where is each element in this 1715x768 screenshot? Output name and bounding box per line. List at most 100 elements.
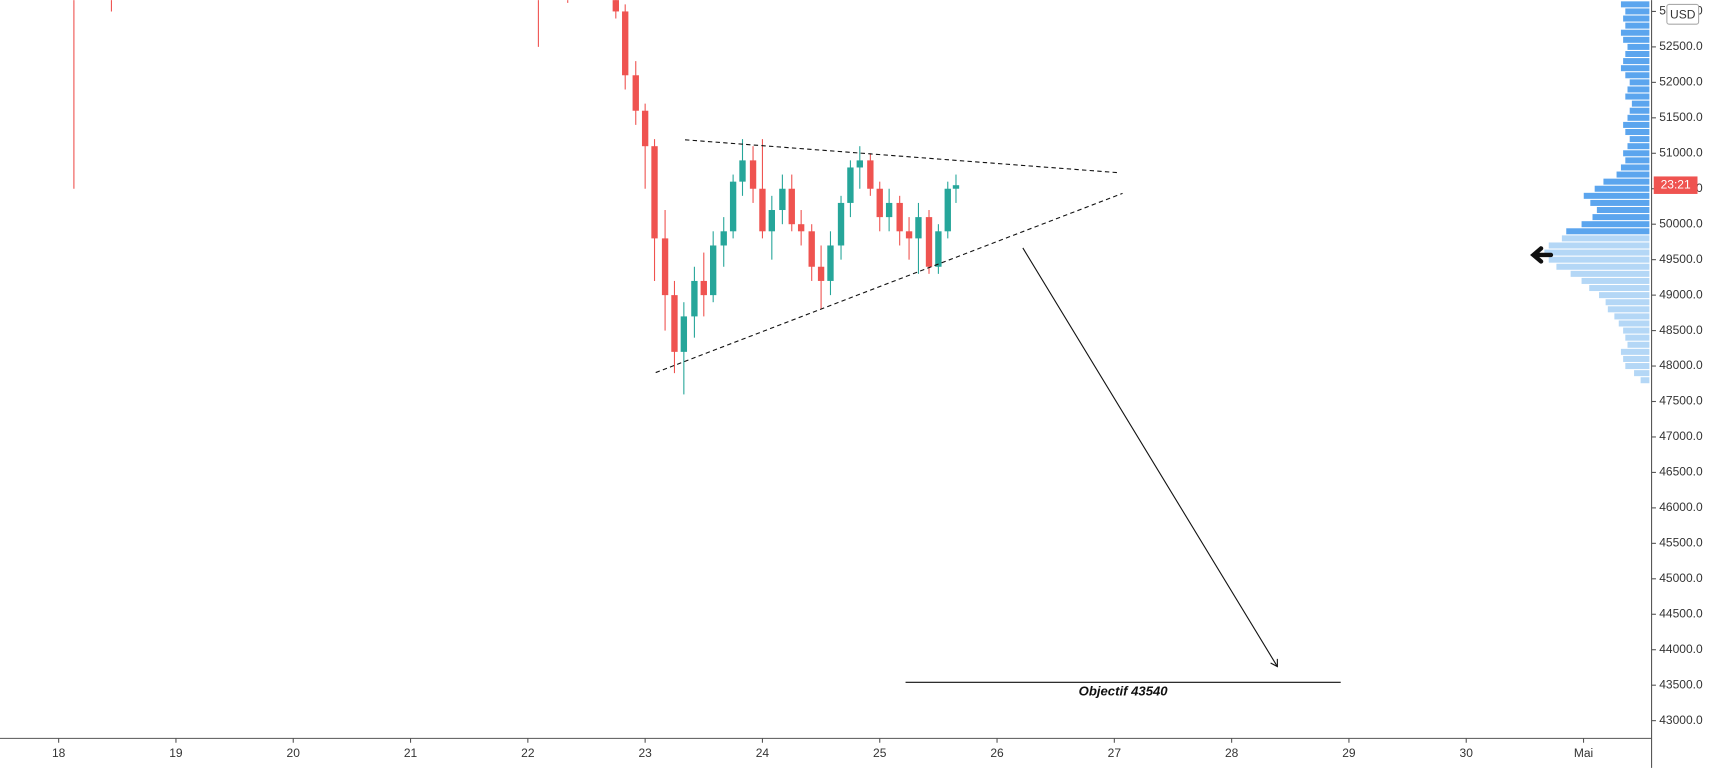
candle-body	[612, 0, 619, 12]
x-tick-label: 20	[287, 746, 301, 760]
volume-bar	[1589, 285, 1650, 292]
countdown-label: 23:21	[1661, 177, 1691, 191]
y-tick-label: 51000.0	[1659, 145, 1703, 159]
volume-bar	[1629, 107, 1650, 114]
candle-body	[788, 188, 795, 225]
volume-bar	[1581, 277, 1650, 284]
volume-bar	[1625, 363, 1650, 370]
volume-bar	[1625, 72, 1650, 79]
axes: 43000.0 43500.0 44000.0 44500.0 45000.0 45500…	[52, 4, 1703, 760]
volume-bar	[1625, 334, 1650, 341]
volume-bar	[1566, 228, 1650, 235]
candle-body	[768, 210, 776, 232]
volume-bar	[1618, 320, 1650, 327]
candle-body	[867, 160, 874, 189]
candle-body	[661, 238, 669, 296]
candle-body	[817, 266, 825, 281]
arrow-icon[interactable]	[1530, 246, 1554, 264]
candle-body	[779, 188, 786, 211]
candle-body	[622, 11, 629, 76]
x-tick-label: 27	[1108, 746, 1122, 760]
y-tick-label: 48000.0	[1659, 358, 1703, 372]
y-tick-label: 46000.0	[1659, 500, 1703, 514]
y-tick-label: 45500.0	[1659, 536, 1703, 550]
candle-body	[944, 188, 951, 232]
volume-bar	[1592, 214, 1650, 221]
volume-bar	[1605, 299, 1650, 306]
trend-line	[655, 192, 1123, 374]
last-price-box	[1653, 176, 1698, 194]
volume-bar	[1623, 150, 1650, 157]
candle-body	[856, 160, 863, 168]
x-tick-label: 30	[1460, 746, 1474, 760]
candle-body	[935, 231, 942, 267]
candle-body	[837, 202, 845, 246]
x-tick-label: 26	[990, 746, 1004, 760]
volume-bar	[1625, 22, 1650, 29]
candle-body	[632, 75, 639, 111]
volume-bar	[1596, 207, 1650, 214]
trend-line	[1022, 247, 1278, 667]
volume-bar	[1614, 313, 1650, 320]
candle-body	[749, 160, 757, 189]
volume-bar	[1599, 292, 1650, 299]
y-tick-label: 50000.0	[1659, 216, 1703, 230]
y-tick-label: 52500.0	[1659, 39, 1703, 53]
candle-body	[739, 160, 746, 182]
candle-body	[651, 146, 658, 239]
volume-bar	[1594, 185, 1650, 192]
candle-body	[691, 280, 698, 317]
currency-box	[1666, 3, 1700, 25]
candle-body	[847, 167, 854, 203]
y-tick-label: 49000.0	[1659, 287, 1703, 301]
y-tick-label: 52000.0	[1659, 75, 1703, 89]
candle-body	[671, 295, 678, 352]
volume-bar	[1623, 15, 1650, 22]
volume-bar	[1629, 136, 1650, 143]
volume-bar	[1544, 249, 1650, 256]
volume-bar	[1583, 192, 1650, 199]
volume-bar	[1603, 178, 1650, 185]
x-tick-label: 18	[52, 746, 66, 760]
candle-body	[952, 185, 960, 189]
y-tick-label: 47000.0	[1659, 429, 1703, 443]
candle-body	[797, 224, 805, 232]
volume-bar	[1620, 1, 1650, 8]
candle-body	[827, 245, 834, 281]
candle-body	[915, 217, 922, 239]
volume-bar	[1627, 86, 1650, 93]
volume-bar	[1625, 93, 1650, 100]
volume-bar	[1640, 377, 1650, 384]
candle-body	[680, 316, 688, 352]
y-tick-label: 47500.0	[1659, 394, 1703, 408]
candle-body	[700, 280, 707, 296]
volume-bar	[1581, 221, 1650, 228]
volume-bar	[1631, 100, 1650, 107]
x-tick-label: 19	[169, 746, 183, 760]
x-tick-label: 29	[1342, 746, 1356, 760]
volume-bar	[1634, 370, 1650, 377]
currency-label: USD	[1670, 8, 1696, 22]
volume-bar	[1570, 270, 1650, 277]
y-tick-label: 44000.0	[1659, 642, 1703, 656]
volume-bar	[1625, 128, 1650, 136]
volume-bar	[1620, 29, 1650, 36]
volume-bar	[1561, 235, 1650, 242]
x-tick-label: 28	[1225, 746, 1239, 760]
volume-bar	[1620, 65, 1650, 72]
volume-bar	[1623, 36, 1650, 43]
candle-body	[896, 202, 903, 232]
candle-body	[709, 245, 717, 296]
y-tick-label: 43500.0	[1659, 677, 1703, 691]
volume-bar	[1556, 263, 1650, 270]
y-tick-label: 48500.0	[1659, 323, 1703, 337]
volume-bar	[1620, 164, 1650, 171]
candle-body	[876, 188, 883, 218]
x-tick-label: Mai	[1574, 746, 1593, 760]
x-tick-label: 22	[521, 746, 535, 760]
candle-body	[720, 231, 727, 246]
volume-bar	[1623, 121, 1650, 128]
volume-bar	[1623, 327, 1650, 334]
y-tick-label: 44500.0	[1659, 606, 1703, 620]
